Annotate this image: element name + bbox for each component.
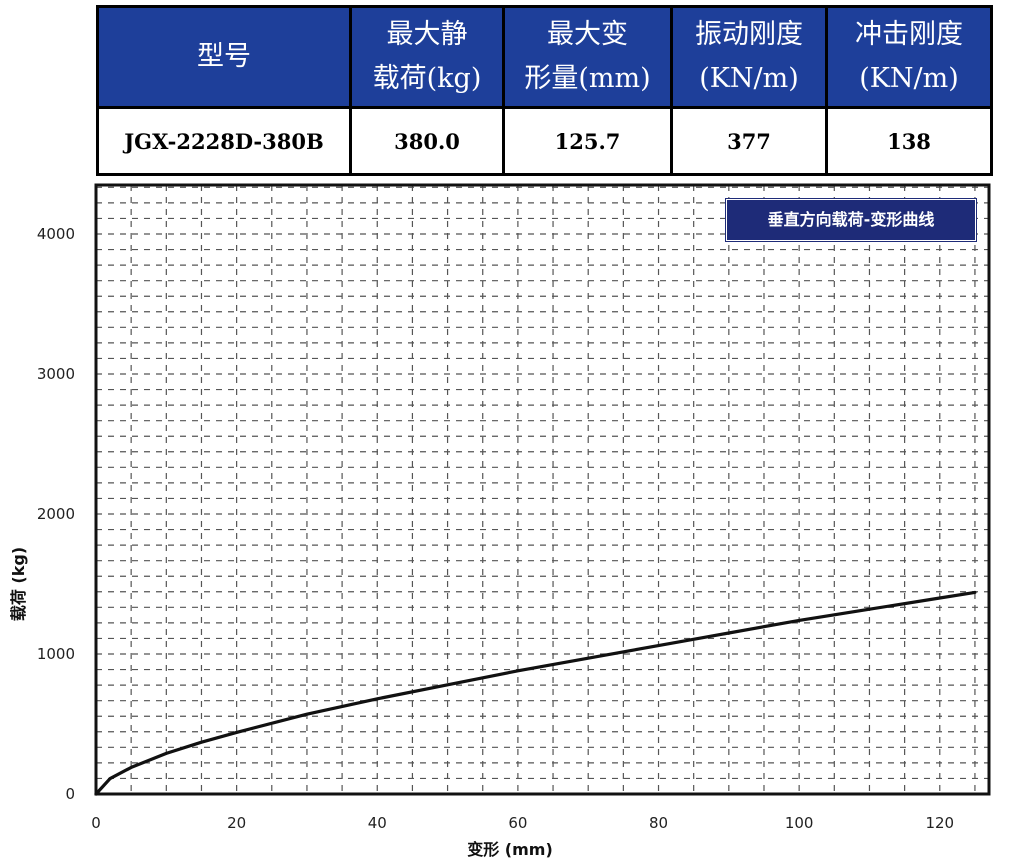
plot-frame (94, 183, 991, 796)
chart-legend: 垂直方向载荷-变形曲线 (725, 198, 977, 242)
header-model-label: 型号 (197, 41, 251, 72)
header-impact-stiffness-line2: (KN/m) (859, 63, 959, 94)
header-max-deformation-line2: 形量(mm) (524, 63, 651, 94)
y-tick-label: 2000 (37, 505, 75, 523)
x-tick-label: 80 (649, 814, 668, 832)
spec-table-row: JGX-2228D-380B 380.0 125.7 377 138 (96, 106, 993, 176)
y-tick-label: 0 (65, 785, 75, 803)
legend-label: 垂直方向载荷-变形曲线 (767, 210, 935, 229)
header-vibration-stiffness-line1: 振动刚度 (695, 19, 803, 50)
x-axis-ticks: 0 20 40 60 80 100 120 (91, 814, 954, 832)
x-tick-label: 120 (925, 814, 954, 832)
x-tick-label: 60 (508, 814, 527, 832)
load-deformation-chart: 0 1000 2000 3000 4000 0 20 40 60 80 100 120 变形 (mm… (9, 183, 991, 859)
y-axis-label: 载荷 (kg) (9, 547, 28, 621)
y-axis-ticks: 0 1000 2000 3000 4000 (37, 225, 75, 803)
x-tick-label: 0 (91, 814, 101, 832)
y-tick-label: 3000 (37, 365, 75, 383)
header-max-deformation-line1: 最大变 (547, 19, 628, 50)
cell-vibration-stiffness: 377 (670, 106, 828, 176)
series-line-load-deformation (94, 590, 977, 796)
spec-table: 型号 最大静 载荷(kg) 最大变 形量(mm) 振动刚度 (KN/m) 冲击刚… (96, 5, 993, 176)
chart-grid (96, 185, 989, 794)
spec-table-header-row: 型号 最大静 载荷(kg) 最大变 形量(mm) 振动刚度 (KN/m) 冲击刚… (96, 5, 993, 109)
header-model: 型号 (96, 5, 352, 109)
y-tick-label: 4000 (37, 225, 75, 243)
cell-max-static-load: 380.0 (349, 106, 505, 176)
header-vibration-stiffness: 振动刚度 (KN/m) (670, 5, 828, 109)
y-tick-label: 1000 (37, 645, 75, 663)
header-max-static-load-line1: 最大静 (386, 19, 468, 50)
header-impact-stiffness: 冲击刚度 (KN/m) (825, 5, 993, 109)
x-tick-label: 100 (785, 814, 814, 832)
cell-max-deformation: 125.7 (502, 106, 673, 176)
cell-model: JGX-2228D-380B (96, 106, 352, 176)
header-impact-stiffness-line1: 冲击刚度 (855, 19, 963, 50)
x-axis-label: 变形 (mm) (467, 840, 553, 859)
header-vibration-stiffness-line2: (KN/m) (699, 63, 799, 94)
header-max-static-load: 最大静 载荷(kg) (349, 5, 505, 109)
x-tick-label: 20 (227, 814, 246, 832)
x-tick-label: 40 (368, 814, 387, 832)
cell-impact-stiffness: 138 (825, 106, 993, 176)
header-max-deformation: 最大变 形量(mm) (502, 5, 673, 109)
header-max-static-load-line2: 载荷(kg) (372, 63, 482, 94)
